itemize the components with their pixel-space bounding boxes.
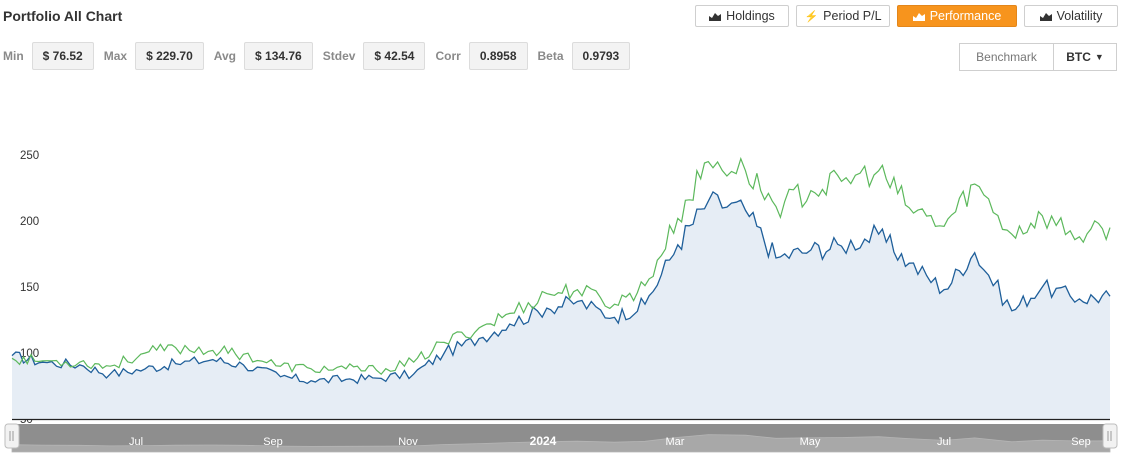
tab-period-pl[interactable]: ⚡ Period P/L [796, 5, 890, 27]
benchmark-selected: BTC [1066, 50, 1091, 64]
navigator-label: Nov [398, 436, 418, 448]
navigator-label: Mar [666, 436, 685, 448]
navigator-label: May [800, 436, 821, 448]
portfolio-series-line[interactable] [11, 190, 1111, 385]
navigator-label: Jul [129, 436, 143, 448]
navigator[interactable]: Jul Sep Nov 2024 Mar May Jul Sep [4, 423, 1118, 453]
stat-value-stdev: $ 42.54 [363, 42, 426, 70]
stat-value-corr: 0.8958 [468, 42, 528, 70]
stat-value-max: $ 229.70 [135, 42, 204, 70]
area-chart-icon [709, 12, 722, 21]
portfolio-area [12, 191, 1110, 419]
caret-down-icon: ▼ [1094, 52, 1104, 62]
y-tick-label: 150 [20, 282, 39, 294]
stat-label-min: Min [3, 49, 24, 63]
benchmark-select[interactable]: BTC ▼ [1054, 43, 1117, 71]
stat-value-avg: $ 134.76 [244, 42, 313, 70]
benchmark-button[interactable]: Benchmark [959, 43, 1054, 71]
y-tick-label: 200 [20, 216, 39, 228]
handle-left-body [4, 423, 20, 449]
area-chart-icon [912, 12, 925, 21]
tab-volatility[interactable]: Volatility [1024, 5, 1118, 27]
stats-bar: Min $ 76.52 Max $ 229.70 Avg $ 134.76 St… [3, 42, 640, 70]
navigator-label: Jul [937, 436, 951, 448]
tab-holdings[interactable]: Holdings [695, 5, 789, 27]
tab-label: Volatility [1056, 9, 1103, 23]
y-tick-label: 100 [20, 348, 39, 360]
page-title: Portfolio All Chart [3, 8, 123, 24]
navigator-handle-left[interactable] [4, 423, 20, 449]
handle-right-body [1102, 423, 1118, 449]
stat-label-beta: Beta [537, 49, 564, 63]
tab-label: Holdings [726, 9, 775, 23]
benchmark-series-line[interactable] [11, 156, 1111, 376]
stat-label-avg: Avg [213, 49, 237, 63]
tab-performance[interactable]: Performance [897, 5, 1017, 27]
area-chart-icon [1039, 12, 1052, 21]
stat-label-corr: Corr [435, 49, 461, 63]
navigator-label: Sep [263, 436, 283, 448]
stat-value-beta: 0.9793 [571, 42, 631, 70]
stat-label-stdev: Stdev [322, 49, 356, 63]
benchmark-control: Benchmark BTC ▼ [959, 43, 1117, 71]
stat-label-max: Max [103, 49, 128, 63]
tab-label: Performance [929, 9, 1002, 23]
navigator-label: 2024 [530, 434, 557, 448]
navigator-handle-right[interactable] [1102, 423, 1118, 449]
navigator-label: Sep [1071, 436, 1091, 448]
stat-value-min: $ 76.52 [31, 42, 94, 70]
tab-label: Period P/L [823, 9, 882, 23]
y-tick-label: 250 [20, 150, 39, 162]
bolt-icon: ⚡ [804, 10, 819, 23]
navigator-series [11, 434, 1111, 453]
chart-tabs: Holdings ⚡ Period P/L Performance Volati… [695, 5, 1124, 27]
